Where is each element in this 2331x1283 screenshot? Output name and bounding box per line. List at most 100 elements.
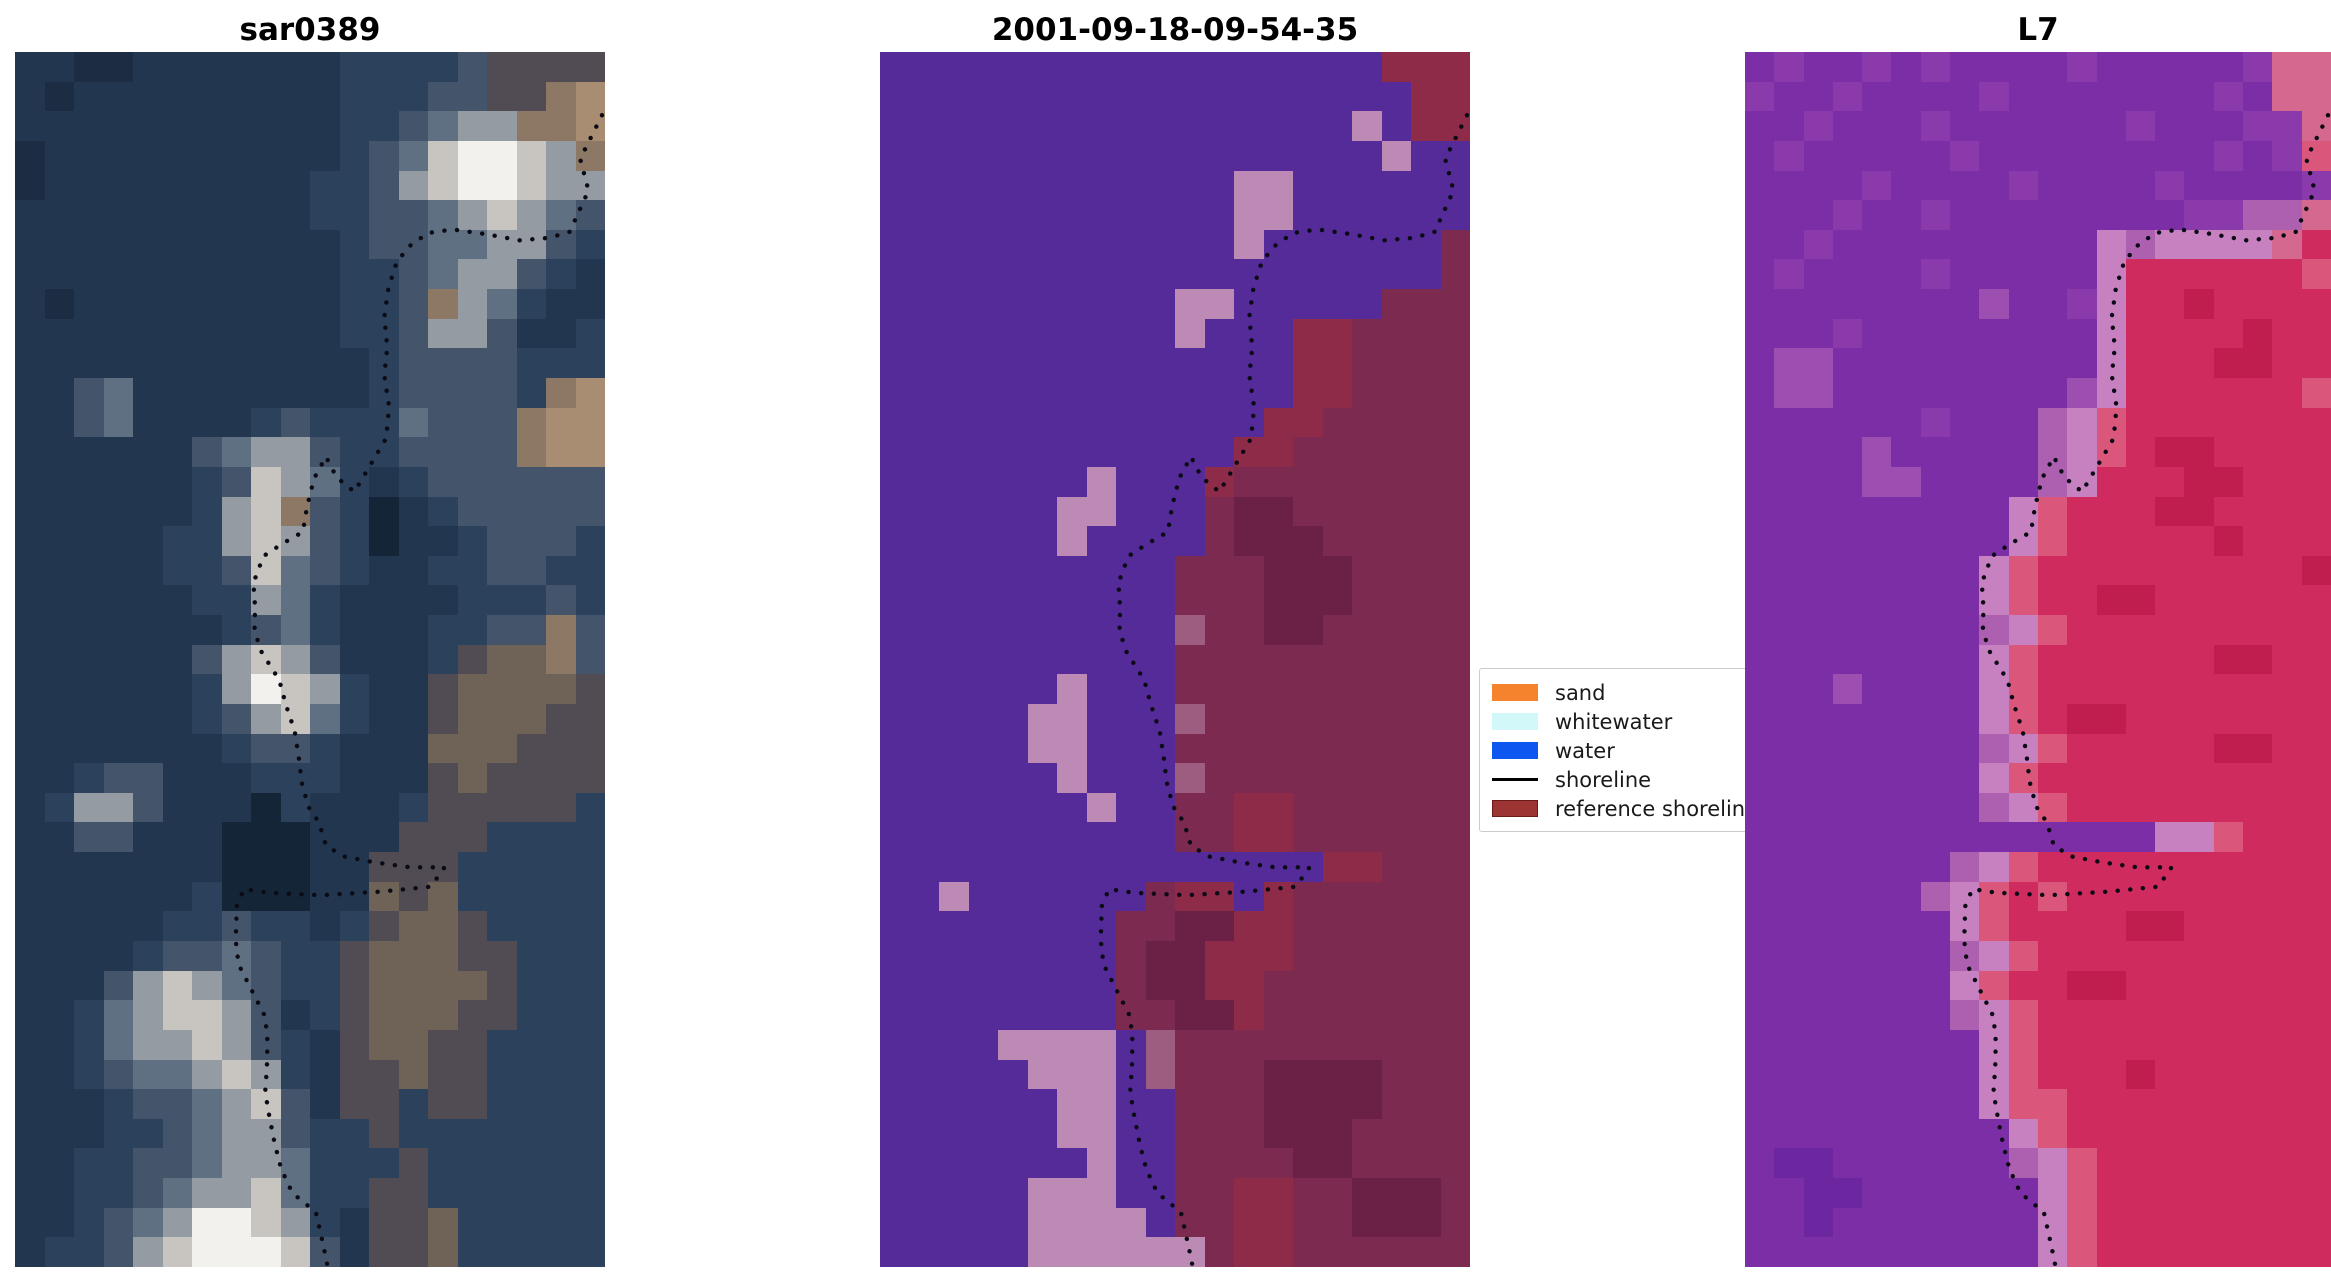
image-pixel — [1027, 259, 1057, 290]
image-pixel — [1293, 466, 1323, 497]
image-pixel — [1832, 852, 1863, 882]
image-pixel — [2096, 229, 2126, 260]
image-pixel — [1862, 1207, 1892, 1238]
image-pixel — [516, 1237, 546, 1267]
image-pixel — [251, 407, 281, 438]
image-pixel — [1891, 881, 1921, 912]
image-pixel — [44, 318, 74, 349]
image-pixel — [2008, 377, 2038, 408]
image-pixel — [939, 674, 969, 704]
image-pixel — [1234, 1237, 1264, 1267]
image-pixel — [162, 1237, 192, 1267]
image-pixel — [1862, 377, 1892, 408]
image-pixel — [192, 1148, 222, 1179]
image-pixel — [74, 585, 104, 616]
image-pixel — [2155, 555, 2185, 586]
image-pixel — [1440, 466, 1470, 497]
image-pixel — [1440, 615, 1470, 645]
image-pixel — [428, 377, 458, 408]
image-pixel — [516, 911, 546, 942]
image-pixel — [1950, 1148, 1980, 1179]
image-pixel — [1381, 1207, 1411, 1238]
image-pixel — [1440, 555, 1470, 586]
image-pixel — [398, 229, 428, 260]
image-pixel — [1086, 970, 1116, 1001]
image-pixel — [516, 259, 546, 290]
image-pixel — [1293, 1207, 1323, 1238]
image-pixel — [192, 941, 222, 971]
image-pixel — [2301, 1000, 2331, 1030]
image-pixel — [1086, 437, 1116, 467]
image-pixel — [251, 822, 281, 853]
image-pixel — [1745, 881, 1775, 912]
image-pixel — [939, 407, 969, 438]
image-pixel — [1411, 555, 1441, 586]
image-pixel — [2037, 466, 2068, 497]
image-pixel — [1862, 911, 1892, 942]
image-pixel — [1440, 111, 1470, 141]
image-pixel — [2096, 318, 2126, 349]
image-pixel — [909, 407, 939, 438]
image-pixel — [2272, 111, 2302, 141]
image-pixel — [2272, 852, 2302, 882]
image-pixel — [2213, 615, 2244, 645]
image-pixel — [162, 259, 192, 290]
image-pixel — [2125, 822, 2156, 853]
image-pixel — [2301, 496, 2331, 527]
image-pixel — [133, 1000, 163, 1030]
image-pixel — [516, 792, 546, 823]
image-pixel — [909, 1029, 939, 1060]
image-pixel — [2301, 1178, 2331, 1208]
image-pixel — [1950, 318, 1980, 349]
legend-swatch-sand — [1492, 684, 1538, 701]
image-pixel — [909, 170, 939, 201]
image-pixel — [2243, 1148, 2273, 1179]
image-pixel — [1116, 81, 1146, 112]
panel-classification-image — [880, 52, 1470, 1267]
image-pixel — [1411, 615, 1441, 645]
image-pixel — [2213, 822, 2244, 853]
image-pixel — [968, 1178, 998, 1208]
image-pixel — [162, 792, 192, 823]
image-pixel — [44, 377, 74, 408]
image-pixel — [1979, 200, 2009, 230]
image-pixel — [2243, 200, 2273, 230]
image-pixel — [369, 822, 399, 853]
image-pixel — [2037, 881, 2068, 912]
image-pixel — [2213, 911, 2244, 942]
image-pixel — [2067, 1059, 2097, 1090]
image-pixel — [1027, 941, 1057, 971]
image-pixel — [1145, 911, 1175, 942]
image-pixel — [221, 318, 251, 349]
image-pixel — [1440, 970, 1470, 1001]
image-pixel — [1145, 970, 1175, 1001]
image-pixel — [133, 318, 163, 349]
image-pixel — [398, 496, 428, 527]
image-pixel — [339, 822, 369, 853]
image-pixel — [1803, 229, 1833, 260]
image-pixel — [1979, 763, 2009, 793]
image-pixel — [44, 111, 74, 141]
image-pixel — [339, 377, 369, 408]
image-pixel — [1774, 585, 1804, 616]
image-pixel — [103, 289, 133, 319]
image-pixel — [2272, 1000, 2302, 1030]
image-pixel — [1204, 111, 1234, 141]
image-pixel — [428, 496, 458, 527]
image-pixel — [487, 881, 517, 912]
image-pixel — [1086, 348, 1116, 378]
image-pixel — [457, 229, 487, 260]
image-pixel — [162, 733, 192, 764]
image-pixel — [998, 1029, 1028, 1060]
image-pixel — [1116, 1059, 1146, 1090]
image-pixel — [1086, 1118, 1116, 1149]
image-pixel — [1263, 703, 1293, 734]
image-pixel — [909, 881, 939, 912]
image-pixel — [251, 377, 281, 408]
image-pixel — [2125, 852, 2156, 882]
image-pixel — [1204, 140, 1234, 171]
image-pixel — [1263, 792, 1293, 823]
image-pixel — [998, 881, 1028, 912]
image-pixel — [1175, 526, 1205, 556]
legend-entry: shoreline — [1492, 765, 1762, 794]
